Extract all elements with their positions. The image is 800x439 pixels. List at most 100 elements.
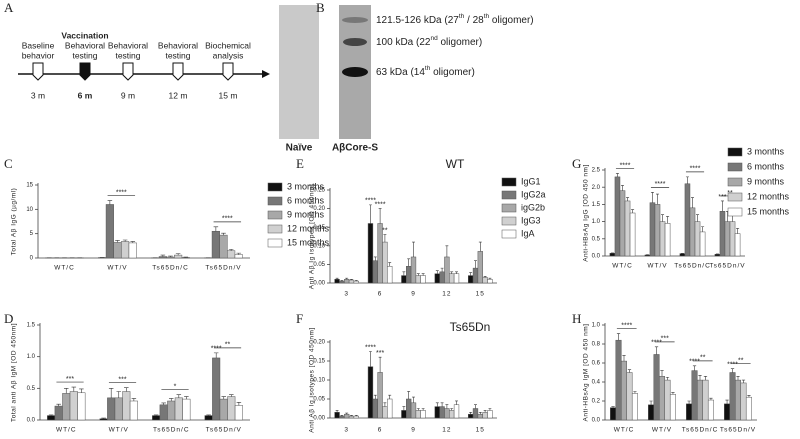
bar — [368, 223, 373, 283]
x-tick-label: Ts65Dn/V — [205, 265, 241, 272]
bar — [212, 358, 220, 420]
bar — [387, 266, 392, 283]
legend-swatch — [502, 178, 516, 186]
band-label-part: oligomer) — [430, 67, 474, 78]
legend-label: 6 months — [747, 161, 785, 171]
bar — [478, 414, 483, 418]
legend-label: 3 months — [747, 146, 785, 156]
y-tick-label: 1.5 — [27, 323, 36, 329]
timeline-label: testing — [72, 50, 97, 60]
x-tick-label: 12 — [442, 427, 451, 434]
significance-label: *** — [376, 350, 384, 357]
y-axis-label: Anti-HBsAg IgG [OD 450 nm] — [583, 164, 590, 262]
bar — [335, 279, 340, 283]
significance-label: * — [174, 384, 177, 391]
bar — [220, 235, 228, 258]
bar — [373, 399, 378, 418]
significance-label: **** — [727, 362, 738, 369]
legend-label: IgG1 — [521, 176, 541, 186]
y-tick-label: 0.4 — [592, 380, 601, 386]
y-tick-label: 0.0 — [592, 418, 601, 424]
bar — [610, 253, 615, 256]
significance-label: *** — [66, 376, 74, 383]
bar — [183, 399, 191, 420]
panel-letter: G — [572, 156, 581, 171]
bar — [349, 280, 354, 283]
x-tick-label: Ts65Dn/C — [674, 263, 711, 270]
bar — [339, 281, 344, 283]
bar — [368, 367, 373, 418]
bar — [383, 407, 388, 418]
bar — [654, 354, 659, 420]
bar — [411, 257, 416, 283]
timeline-label: Behavioral — [108, 40, 148, 50]
bar — [344, 414, 349, 418]
bar — [650, 203, 655, 256]
significance-label: ** — [700, 355, 706, 362]
bar — [483, 277, 488, 283]
timeline-time: 15 m — [219, 90, 238, 100]
legend-swatch — [502, 191, 516, 199]
bar — [659, 376, 664, 420]
bar — [349, 416, 354, 418]
band-label-part: oligomer) — [438, 37, 482, 48]
bar — [708, 400, 713, 420]
legend-swatch — [268, 197, 282, 205]
bar — [55, 406, 63, 420]
legend-label: igG2b — [521, 202, 545, 212]
x-tick-label: 9 — [411, 291, 416, 298]
timeline-label: testing — [115, 50, 140, 60]
bar — [724, 404, 729, 420]
bar — [483, 412, 488, 418]
legend-swatch — [502, 204, 516, 212]
legend-label: 6 months — [287, 195, 325, 205]
bar — [174, 255, 182, 258]
bar — [121, 241, 129, 258]
bar — [440, 272, 445, 283]
significance-label: ** — [738, 358, 744, 365]
timeline-time: 12 m — [169, 90, 188, 100]
x-tick-label: 6 — [378, 291, 383, 298]
bar — [449, 410, 454, 418]
bar — [235, 405, 243, 420]
y-tick-label: 0.5 — [592, 236, 601, 242]
bar — [401, 410, 406, 418]
bar — [406, 399, 411, 418]
band-label-part: 121.5-126 kDa (27 — [376, 15, 459, 26]
bar — [115, 398, 123, 420]
bar — [670, 394, 675, 420]
significance-label: *** — [718, 194, 726, 201]
timeline-label: Behavioral — [158, 40, 198, 50]
bar — [354, 416, 359, 418]
timeline-label: Baseline — [22, 40, 55, 50]
bar — [488, 279, 493, 283]
legend-swatch — [268, 239, 282, 247]
bar — [741, 383, 746, 420]
bar — [227, 251, 235, 258]
legend-label: 9 months — [747, 176, 785, 186]
bar — [129, 243, 137, 258]
panel-letter: F — [296, 311, 303, 326]
y-tick-label: 1.0 — [592, 323, 601, 329]
timeline-label: Vaccination — [61, 30, 108, 40]
timeline-label: behavior — [22, 50, 55, 60]
bar — [680, 254, 685, 256]
x-tick-label: 9 — [411, 427, 416, 434]
y-tick-label: 10 — [26, 207, 33, 213]
bar — [100, 419, 108, 420]
bar — [444, 409, 449, 419]
lane-label: Naïve — [286, 143, 313, 154]
significance-label: *** — [118, 377, 126, 384]
bar — [473, 409, 478, 419]
bar — [720, 211, 725, 256]
x-tick-label: WT/V — [652, 427, 672, 434]
significance-label: **** — [211, 346, 222, 353]
bar — [648, 405, 653, 420]
bar — [692, 371, 697, 420]
bar — [725, 222, 730, 256]
legend-swatch — [502, 230, 516, 238]
bar — [378, 372, 383, 418]
y-tick-label: 0.8 — [592, 342, 601, 348]
legend-label: IgG2a — [521, 189, 546, 199]
